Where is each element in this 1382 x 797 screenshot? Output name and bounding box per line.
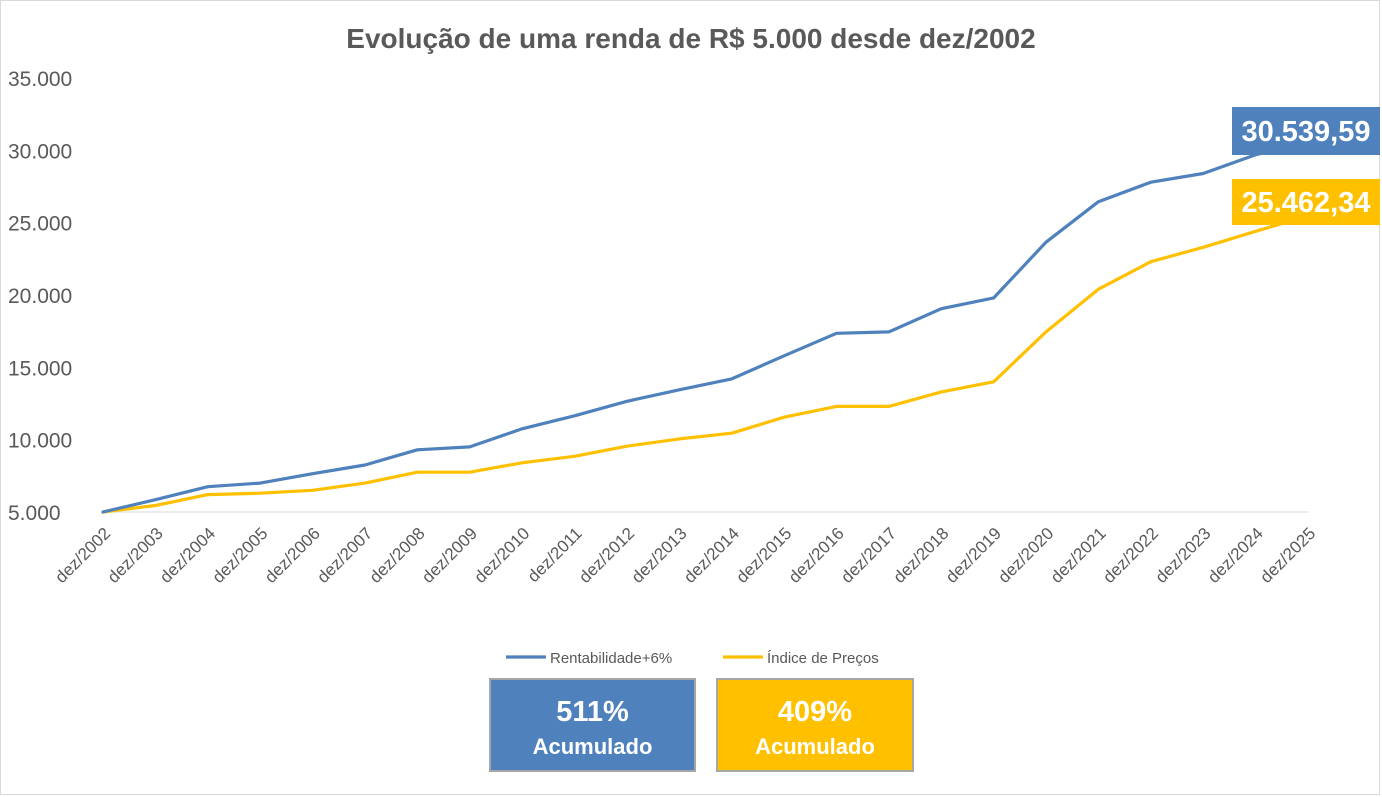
end-label-indice-precos: 25.462,34 — [1232, 179, 1380, 225]
x-tick-label: dez/2003 — [104, 524, 167, 587]
end-labels: 30.539,59 25.462,34 — [1232, 107, 1380, 225]
end-label-value: 25.462,34 — [1241, 187, 1370, 219]
x-tick-label: dez/2019 — [942, 524, 1005, 587]
x-tick-label: dez/2018 — [890, 524, 953, 587]
summary-label: Acumulado — [532, 734, 653, 759]
x-tick-label: dez/2011 — [524, 524, 586, 586]
summary-percent: 511% — [556, 696, 629, 728]
x-tick-label: dez/2016 — [785, 524, 848, 587]
y-axis: 5.000 10.000 15.000 20.000 25.000 30.000 35.00… — [8, 68, 72, 525]
series-line-indice-precos — [101, 214, 1310, 514]
y-tick-label: 30.000 — [8, 140, 72, 163]
x-tick-label: dez/2008 — [366, 524, 429, 587]
x-tick-label: dez/2017 — [837, 524, 900, 587]
legend-item-indice-precos: Índice de Preços — [723, 650, 879, 667]
legend-item-rentabilidade: Rentabilidade+6% — [506, 650, 672, 667]
y-tick-label: 25.000 — [8, 213, 72, 236]
x-tick-label: dez/2007 — [313, 524, 376, 587]
x-tick-label: dez/2014 — [680, 524, 743, 587]
x-tick-label: dez/2015 — [733, 524, 796, 587]
chart-title: Evolução de uma renda de R$ 5.000 desde … — [346, 23, 1035, 54]
x-tick-label: dez/2009 — [418, 524, 481, 587]
x-tick-label: dez/2002 — [51, 524, 114, 587]
x-tick-label: dez/2020 — [994, 524, 1057, 587]
end-label-box — [1232, 107, 1380, 155]
x-tick-label: dez/2023 — [1152, 524, 1215, 587]
summary-percent: 409% — [777, 696, 853, 728]
y-tick-label: 15.000 — [8, 357, 72, 380]
end-label-rentabilidade: 30.539,59 — [1232, 107, 1380, 155]
x-axis: dez/2002dez/2003dez/2004dez/2005dez/2006… — [51, 524, 1319, 587]
x-tick-label: dez/2004 — [156, 524, 219, 587]
series-lines — [101, 140, 1310, 514]
y-tick-label: 20.000 — [8, 285, 72, 308]
legend-label: Rentabilidade+6% — [550, 650, 672, 667]
summary-box-indice: 409% Acumulado — [716, 678, 914, 772]
x-tick-label: dez/2025 — [1256, 524, 1319, 587]
x-tick-label: dez/2013 — [628, 524, 691, 587]
x-tick-label: dez/2006 — [261, 524, 324, 587]
y-tick-label: 35.000 — [8, 68, 72, 91]
y-tick-label: 5.000 — [8, 502, 61, 525]
x-tick-label: dez/2010 — [471, 524, 534, 587]
end-label-box — [1232, 179, 1380, 225]
summary-box-rentabilidade: 511% Acumulado — [489, 678, 696, 772]
x-tick-label: dez/2021 — [1047, 524, 1110, 587]
legend-label: Índice de Preços — [767, 650, 879, 667]
x-tick-label: dez/2022 — [1099, 524, 1162, 587]
legend: Rentabilidade+6% Índice de Preços — [506, 650, 879, 667]
x-tick-label: dez/2024 — [1204, 524, 1267, 587]
end-label-value: 30.539,59 — [1241, 116, 1370, 148]
series-line-rentabilidade — [101, 140, 1310, 514]
x-tick-label: dez/2005 — [209, 524, 272, 587]
summary-label: Acumulado — [755, 734, 875, 759]
y-tick-label: 10.000 — [8, 430, 72, 453]
x-tick-label: dez/2012 — [575, 524, 638, 587]
